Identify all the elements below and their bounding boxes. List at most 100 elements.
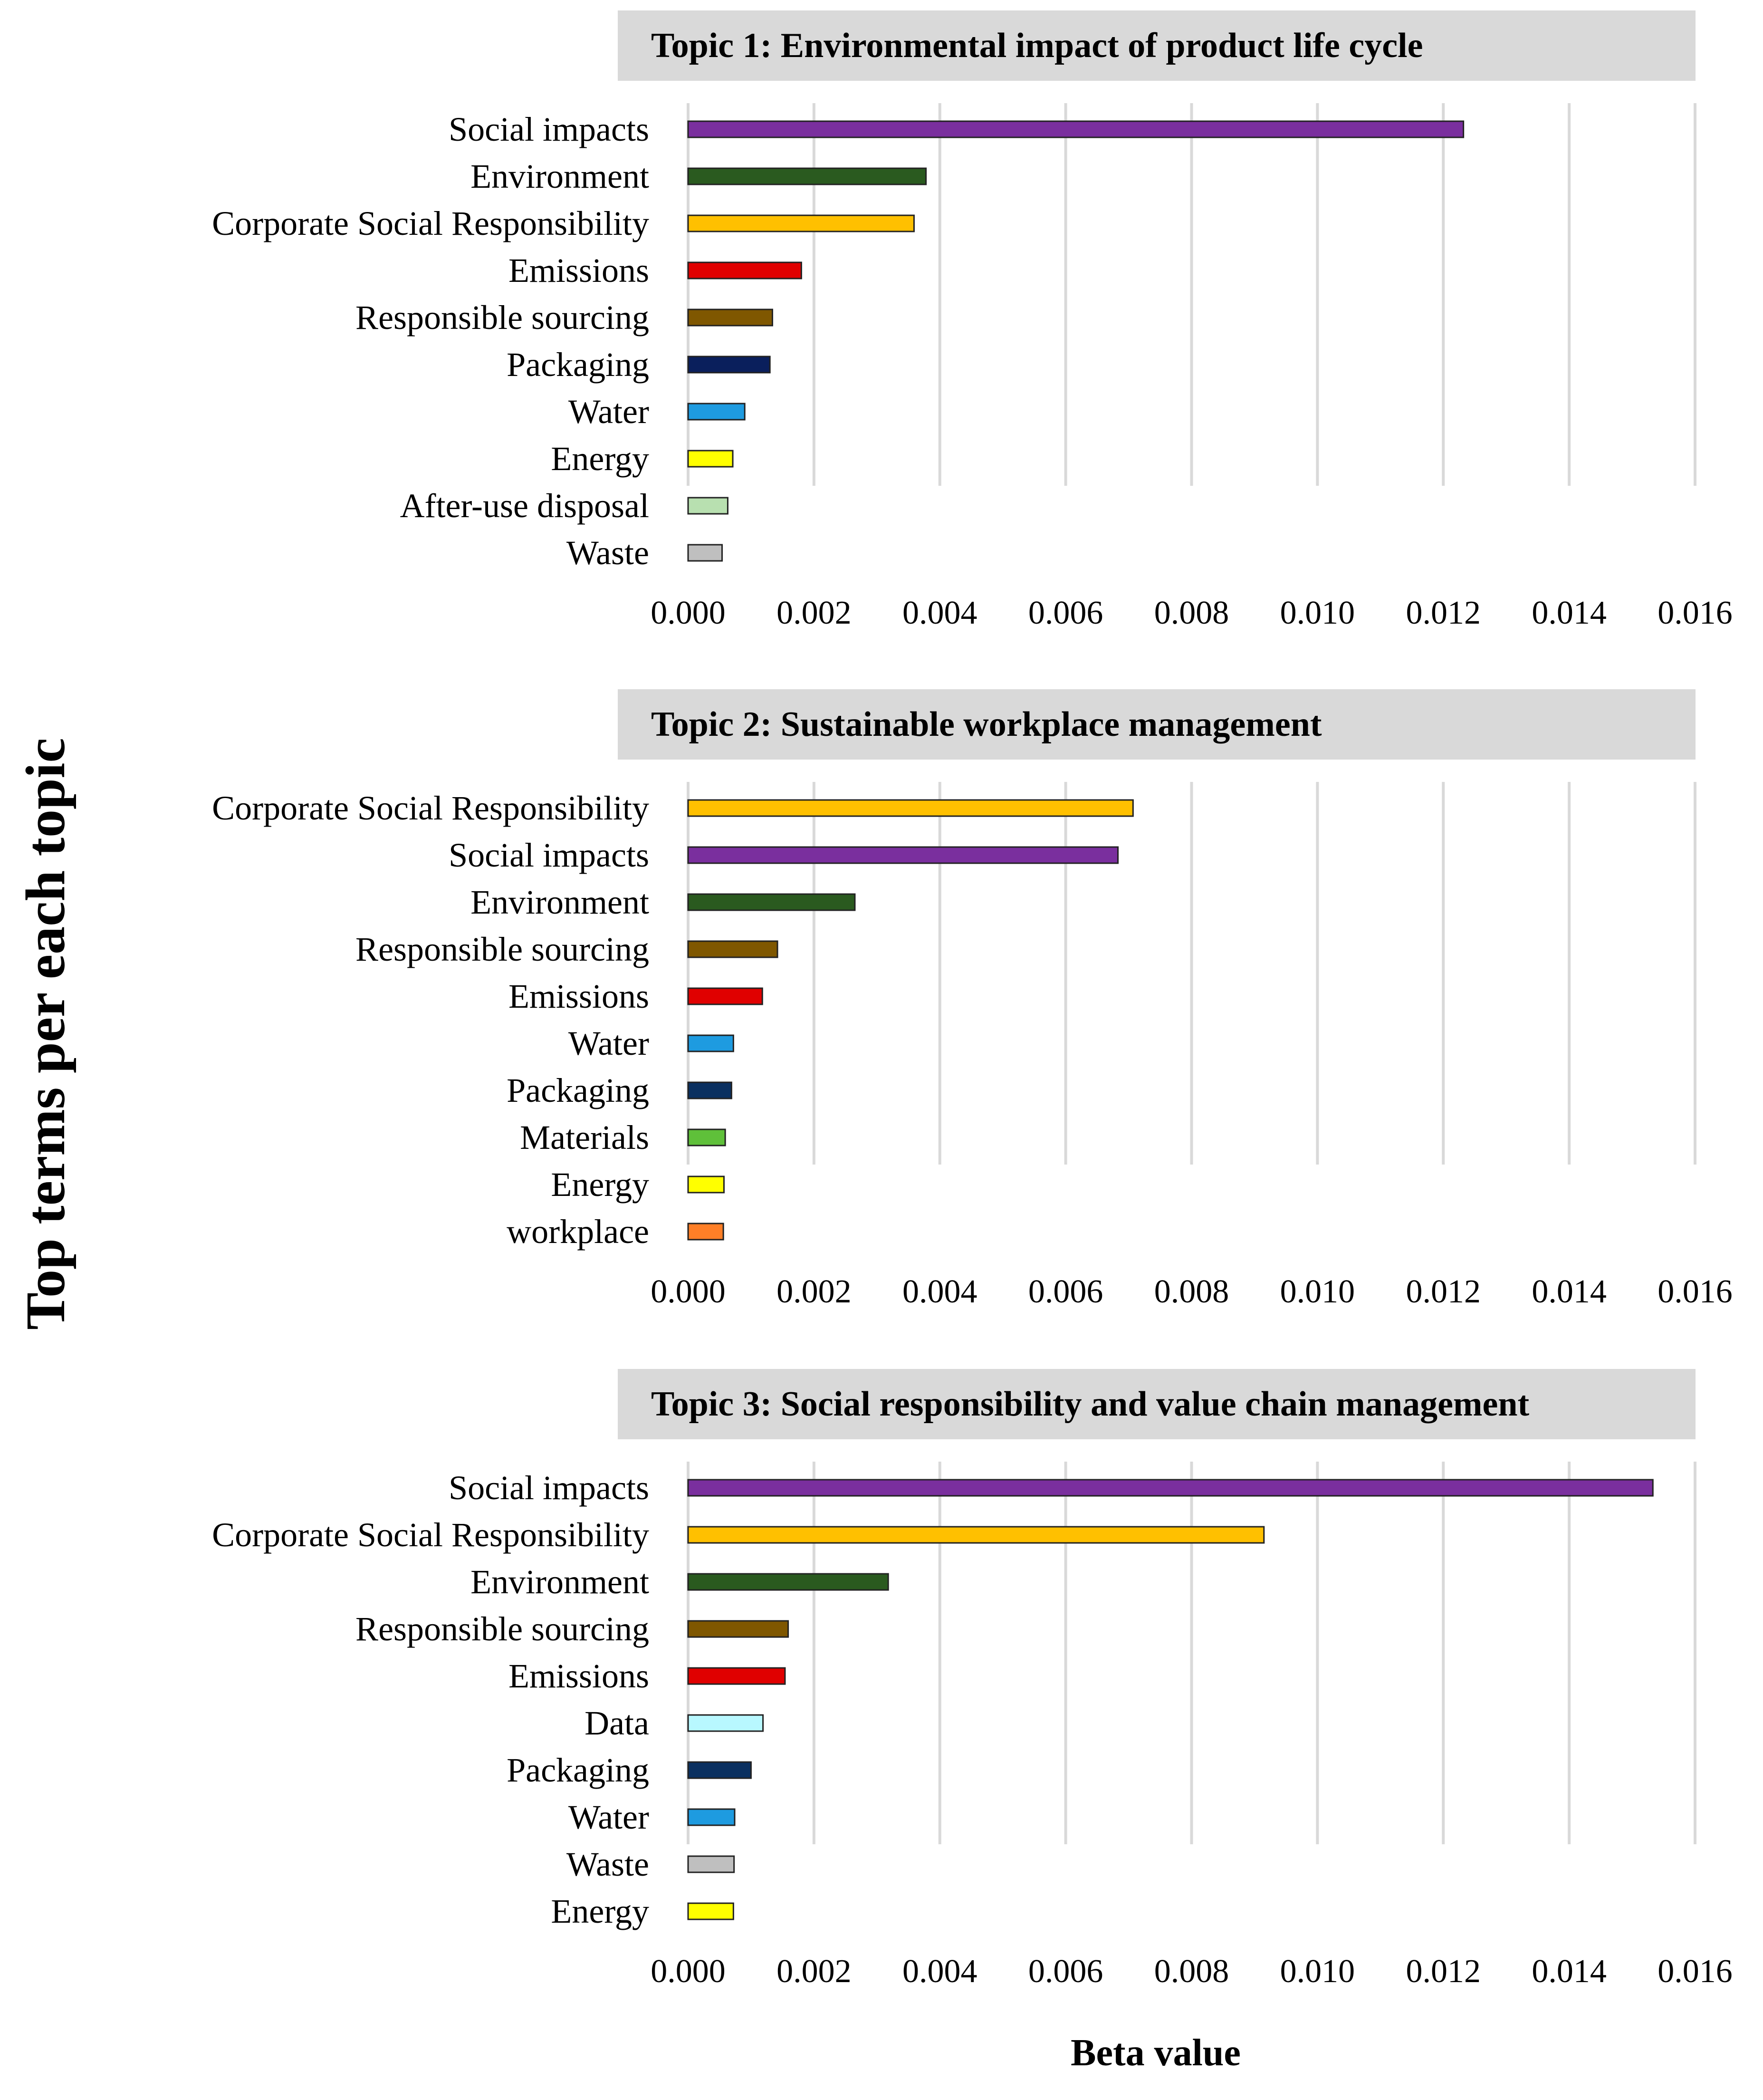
x-tick-label: 0.006 [1028,1953,1103,1990]
bar [687,1479,1654,1497]
x-tick-label: 0.008 [1154,595,1229,631]
category-label: Corporate Social Responsibility [212,789,649,827]
bar [687,261,802,279]
bar [687,1620,789,1638]
bar [687,544,723,562]
x-tick-label: 0.014 [1532,1273,1607,1310]
x-tick-label: 0.012 [1406,1953,1481,1990]
x-tick-label: 0.002 [776,1273,852,1310]
bar [687,1573,889,1591]
bar [687,799,1134,817]
x-tick-label: 0.006 [1028,595,1103,631]
x-tick-label: 0.012 [1406,595,1481,631]
x-tick-label: 0.016 [1658,1953,1733,1990]
x-tick-label: 0.004 [902,595,977,631]
x-tick-label: 0.016 [1658,1273,1733,1310]
bar [687,1526,1265,1544]
x-tick-label: 0.010 [1280,1953,1355,1990]
y-axis-title: Top terms per each topic [14,738,77,1329]
category-label: Environment [470,157,649,195]
category-label: Social impacts [449,110,649,148]
category-label: Waste [566,1845,649,1883]
x-tick-label: 0.016 [1658,595,1733,631]
chart-panels: Topic 1: Environmental impact of product… [212,10,1733,1990]
bar [687,1667,786,1685]
x-tick-label: 0.008 [1154,1953,1229,1990]
category-label: Environment [470,1563,649,1601]
panel-title: Topic 3: Social responsibility and value… [651,1385,1530,1424]
bar [687,846,1119,864]
category-label: Social impacts [449,836,649,874]
panel-title-band [618,689,1696,760]
chart-panel-2: Topic 2: Sustainable workplace managemen… [212,689,1733,1310]
bar [687,1175,725,1194]
category-label: Packaging [507,1071,649,1109]
bar [687,1714,764,1732]
x-axis-title: Beta value [1071,2032,1241,2074]
x-tick-label: 0.002 [776,1953,852,1990]
x-tick-label: 0.014 [1532,595,1607,631]
bar [687,1223,724,1241]
x-tick-label: 0.006 [1028,1273,1103,1310]
category-label: Corporate Social Responsibility [212,204,649,242]
bar [687,308,773,327]
category-label: Responsible sourcing [355,1610,649,1648]
x-tick-label: 0.000 [651,1273,726,1310]
category-label: Responsible sourcing [355,930,649,968]
category-label: Packaging [507,1751,649,1789]
bar [687,120,1465,138]
x-tick-label: 0.008 [1154,1273,1229,1310]
bar [687,893,856,911]
category-label: Corporate Social Responsibility [212,1516,649,1554]
category-label: Data [584,1704,649,1742]
x-tick-label: 0.012 [1406,1273,1481,1310]
x-tick-label: 0.010 [1280,1273,1355,1310]
x-tick-label: 0.004 [902,1953,977,1990]
x-tick-label: 0.010 [1280,595,1355,631]
bar [687,1034,734,1052]
category-label: Water [568,393,649,431]
bar [687,356,771,374]
category-label: Waste [566,534,649,572]
bar [687,1761,752,1779]
bar [687,1808,736,1826]
category-label: Emissions [508,1657,649,1695]
category-label: Emissions [508,251,649,289]
category-label: Energy [551,1892,649,1930]
category-label: Responsible sourcing [355,299,649,337]
bar [687,1855,735,1873]
chart-panel-3: Topic 3: Social responsibility and value… [212,1369,1733,1990]
category-label: Energy [551,440,649,478]
category-label: Emissions [508,977,649,1015]
category-label: workplace [507,1213,649,1251]
x-tick-label: 0.004 [902,1273,977,1310]
category-label: Materials [520,1118,649,1156]
x-tick-label: 0.000 [651,595,726,631]
category-label: Water [568,1024,649,1062]
x-tick-label: 0.002 [776,595,852,631]
panel-title: Topic 2: Sustainable workplace managemen… [651,705,1322,744]
category-label: Water [568,1798,649,1836]
bar [687,987,763,1005]
category-label: After-use disposal [400,487,649,525]
bar [687,167,927,185]
category-label: Environment [470,883,649,921]
x-tick-label: 0.000 [651,1953,726,1990]
chart-panel-1: Topic 1: Environmental impact of product… [212,10,1733,631]
bar [687,1081,732,1099]
category-label: Packaging [507,346,649,384]
panel-title-band [618,10,1696,81]
category-label: Social impacts [449,1469,649,1507]
bar [687,497,728,515]
bar [687,403,746,421]
bar [687,214,915,232]
x-tick-label: 0.014 [1532,1953,1607,1990]
panel-title: Topic 1: Environmental impact of product… [651,26,1423,65]
category-label: Energy [551,1166,649,1204]
bar [687,1902,734,1920]
bar [687,450,734,468]
panel-title-band [618,1369,1696,1439]
bar [687,940,778,958]
